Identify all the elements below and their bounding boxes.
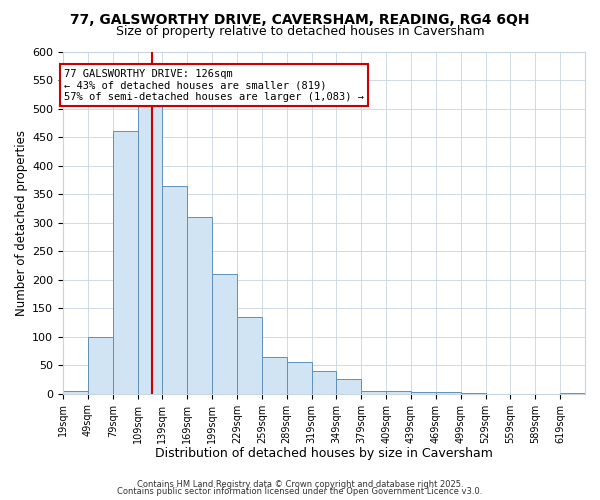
Text: Contains public sector information licensed under the Open Government Licence v3: Contains public sector information licen… xyxy=(118,487,482,496)
Bar xyxy=(237,316,262,394)
Bar xyxy=(163,186,187,394)
Text: Contains HM Land Registry data © Crown copyright and database right 2025.: Contains HM Land Registry data © Crown c… xyxy=(137,480,463,489)
Bar xyxy=(137,103,163,394)
Y-axis label: Number of detached properties: Number of detached properties xyxy=(15,130,28,316)
Text: 77 GALSWORTHY DRIVE: 126sqm
← 43% of detached houses are smaller (819)
57% of se: 77 GALSWORTHY DRIVE: 126sqm ← 43% of det… xyxy=(64,68,364,102)
Bar xyxy=(461,393,485,394)
Text: Size of property relative to detached houses in Caversham: Size of property relative to detached ho… xyxy=(116,25,484,38)
Bar xyxy=(311,371,337,394)
Bar xyxy=(187,217,212,394)
Bar xyxy=(63,391,88,394)
Bar xyxy=(436,392,461,394)
Bar xyxy=(337,380,361,394)
Bar xyxy=(88,336,113,394)
Bar xyxy=(411,392,436,394)
X-axis label: Distribution of detached houses by size in Caversham: Distribution of detached houses by size … xyxy=(155,447,493,460)
Bar xyxy=(262,356,287,394)
Bar xyxy=(560,393,585,394)
Bar xyxy=(361,391,386,394)
Bar xyxy=(386,391,411,394)
Text: 77, GALSWORTHY DRIVE, CAVERSHAM, READING, RG4 6QH: 77, GALSWORTHY DRIVE, CAVERSHAM, READING… xyxy=(70,12,530,26)
Bar xyxy=(113,132,137,394)
Bar xyxy=(287,362,311,394)
Bar xyxy=(212,274,237,394)
